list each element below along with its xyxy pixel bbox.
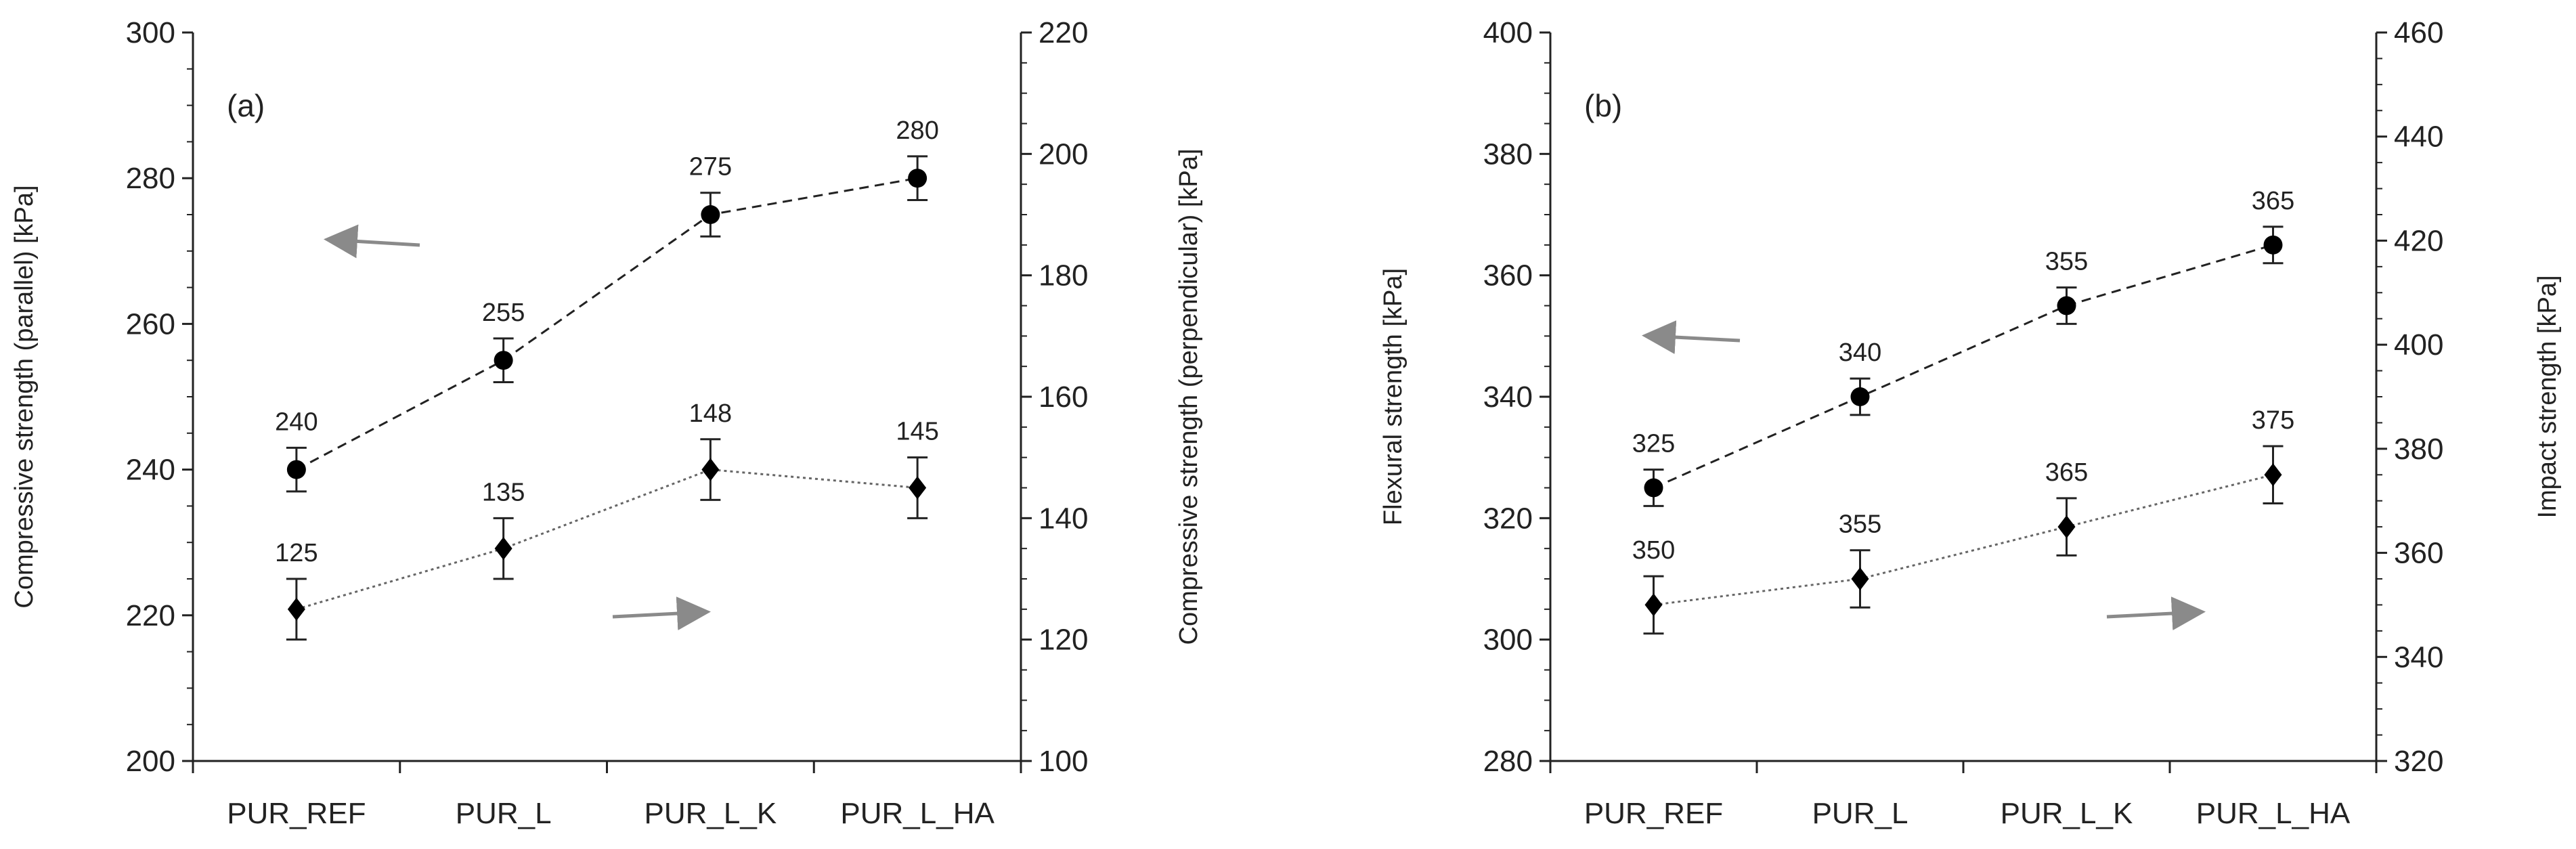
data-label: 365 bbox=[2045, 458, 2088, 487]
data-point-circle bbox=[908, 169, 927, 188]
x-tick-label: PUR_L_HA bbox=[2196, 797, 2351, 830]
y-left-tick-label: 280 bbox=[126, 162, 175, 195]
y-right-tick-label: 440 bbox=[2394, 121, 2443, 154]
y-axis-left-label: Compressive strength (parallel) [kPa] bbox=[10, 185, 39, 608]
data-point-diamond bbox=[287, 597, 305, 621]
x-tick-label: PUR_L_K bbox=[2001, 797, 2133, 830]
y-axis-left-label: Flexural strength [kPa] bbox=[1379, 268, 1407, 525]
x-tick-label: PUR_L_K bbox=[645, 797, 777, 830]
y-right-tick-label: 180 bbox=[1039, 259, 1088, 292]
data-label: 340 bbox=[1839, 339, 1881, 367]
right-axis-arrow-icon bbox=[2106, 596, 2206, 631]
data-point-circle bbox=[2263, 235, 2283, 255]
x-tick-label: PUR_L bbox=[1812, 797, 1908, 830]
data-point-circle bbox=[494, 351, 513, 370]
data-point-circle bbox=[286, 460, 306, 479]
y-right-tick-label: 220 bbox=[1039, 16, 1088, 49]
data-point-diamond bbox=[2057, 515, 2076, 539]
data-point-circle bbox=[1644, 478, 1663, 498]
y-axis-right-label: Compressive strength (perpendicular) [kP… bbox=[1175, 149, 1203, 645]
y-left-tick-label: 300 bbox=[126, 16, 175, 49]
y-left-tick-label: 340 bbox=[1483, 380, 1533, 414]
data-label: 125 bbox=[275, 539, 318, 567]
data-point-diamond bbox=[1851, 567, 1869, 590]
y-right-tick-label: 320 bbox=[2394, 745, 2443, 778]
data-label: 350 bbox=[1632, 536, 1675, 565]
y-right-tick-label: 400 bbox=[2394, 328, 2443, 362]
y-right-tick-label: 420 bbox=[2394, 224, 2443, 257]
y-right-tick-label: 120 bbox=[1039, 624, 1088, 657]
y-right-tick-label: 100 bbox=[1039, 745, 1088, 778]
y-left-tick-label: 300 bbox=[1483, 624, 1533, 657]
data-point-diamond bbox=[909, 476, 927, 500]
x-tick-label: PUR_L bbox=[456, 797, 552, 830]
y-left-tick-label: 200 bbox=[126, 745, 175, 778]
data-point-circle bbox=[701, 205, 720, 224]
y-right-tick-label: 200 bbox=[1039, 137, 1088, 171]
data-label: 355 bbox=[2045, 248, 2088, 276]
panel-label: (b) bbox=[1584, 88, 1622, 123]
y-left-tick-label: 320 bbox=[1483, 502, 1533, 535]
y-axis-right-label: Impact strength [kPa] bbox=[2533, 275, 2562, 518]
data-point-diamond bbox=[1644, 593, 1663, 617]
data-point-circle bbox=[1850, 387, 1870, 406]
data-label: 375 bbox=[2252, 406, 2294, 435]
data-point-circle bbox=[2057, 296, 2076, 315]
left-axis-arrow-icon bbox=[324, 224, 420, 259]
series-line-diamond bbox=[1653, 473, 2273, 606]
data-label: 145 bbox=[896, 418, 938, 446]
y-right-tick-label: 140 bbox=[1039, 502, 1088, 535]
y-right-tick-label: 460 bbox=[2394, 16, 2443, 49]
x-tick-label: PUR_REF bbox=[227, 797, 366, 830]
data-label: 355 bbox=[1839, 510, 1881, 539]
y-left-tick-label: 280 bbox=[1483, 745, 1533, 778]
y-right-tick-label: 340 bbox=[2394, 640, 2443, 674]
data-label: 275 bbox=[689, 153, 732, 181]
series-line-diamond bbox=[296, 469, 918, 611]
data-label: 148 bbox=[689, 399, 732, 428]
data-label: 325 bbox=[1632, 430, 1675, 458]
data-label: 365 bbox=[2252, 187, 2294, 215]
series-line-circle bbox=[1653, 244, 2273, 489]
panel-label: (a) bbox=[227, 88, 265, 123]
y-left-tick-label: 220 bbox=[126, 599, 175, 632]
left-axis-arrow-icon bbox=[1642, 320, 1741, 355]
data-label: 135 bbox=[482, 478, 525, 506]
y-right-tick-label: 160 bbox=[1039, 380, 1088, 414]
series-line-circle bbox=[296, 177, 918, 471]
right-axis-arrow-icon bbox=[612, 596, 711, 631]
x-tick-label: PUR_L_HA bbox=[840, 797, 995, 830]
chart-panel-a: 200 220 240 260 280 300 100 120 140 160 180 200 220 P… bbox=[10, 16, 1203, 830]
data-label: 280 bbox=[896, 116, 938, 145]
y-left-tick-label: 360 bbox=[1483, 259, 1533, 292]
data-label: 255 bbox=[482, 299, 525, 327]
y-right-tick-label: 360 bbox=[2394, 537, 2443, 570]
x-tick-label: PUR_REF bbox=[1584, 797, 1723, 830]
data-point-diamond bbox=[701, 458, 720, 481]
y-left-tick-label: 260 bbox=[126, 307, 175, 341]
y-left-tick-label: 240 bbox=[126, 454, 175, 487]
data-point-diamond bbox=[2264, 463, 2282, 487]
y-left-tick-label: 400 bbox=[1483, 16, 1533, 49]
chart-panel-b: 280 300 320 340 360 380 400 320 340 360 380 400 420 4… bbox=[1379, 16, 2562, 830]
data-label: 240 bbox=[275, 408, 318, 436]
data-point-diamond bbox=[494, 537, 512, 561]
y-left-tick-label: 380 bbox=[1483, 137, 1533, 171]
y-right-tick-label: 380 bbox=[2394, 433, 2443, 466]
